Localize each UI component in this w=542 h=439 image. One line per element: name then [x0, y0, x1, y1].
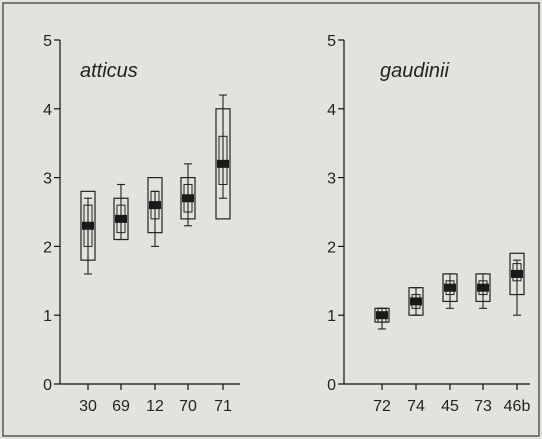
quartile-box: [509, 252, 525, 296]
x-tick-label: 45: [441, 398, 459, 415]
x-tick-label: 30: [79, 398, 97, 415]
x-tick-label: 72: [373, 398, 391, 415]
panel-title-atticus: atticus: [80, 60, 138, 82]
y-tick-label: 4: [327, 102, 336, 119]
boxes-atticus: [80, 94, 231, 275]
quartile-box: [180, 177, 196, 220]
median-marker: [115, 214, 127, 223]
x-ticks-gaudinii: 72 74 45 73 46b: [373, 384, 530, 415]
median-marker: [82, 221, 94, 230]
x-tick-label: 71: [214, 398, 232, 415]
median-marker: [149, 201, 161, 210]
median-marker: [217, 159, 229, 168]
quartile-box: [215, 108, 231, 220]
x-ticks-atticus: 30 69 12 70 71: [79, 384, 232, 415]
median-marker: [410, 297, 422, 306]
median-marker: [376, 311, 388, 320]
y-tick-label: 5: [43, 33, 52, 50]
x-tick-label: 70: [179, 398, 197, 415]
median-marker: [444, 283, 456, 292]
y-tick-label: 2: [327, 239, 336, 256]
boxes-gaudinii: [374, 252, 525, 330]
y-tick-label: 1: [327, 308, 336, 325]
median-marker: [477, 283, 489, 292]
quartile-box: [442, 273, 458, 303]
quartile-box: [475, 273, 491, 303]
median-marker: [182, 194, 194, 203]
y-tick-label: 5: [327, 33, 336, 50]
quartile-box: [408, 287, 424, 316]
median-marker: [511, 269, 523, 278]
x-tick-label: 12: [146, 398, 164, 415]
y-tick-label: 1: [43, 308, 52, 325]
y-tick-label: 0: [43, 377, 52, 394]
y-tick-label: 2: [43, 239, 52, 256]
x-tick-label: 73: [474, 398, 492, 415]
y-tick-label: 3: [43, 171, 52, 188]
y-tick-label: 4: [43, 102, 52, 119]
panel-title-gaudinii: gaudinii: [380, 60, 450, 82]
y-tick-label: 0: [327, 377, 336, 394]
quartile-box: [80, 190, 96, 261]
quartile-box: [113, 197, 129, 241]
quartile-box: [147, 177, 163, 234]
y-ticks-atticus: 0 1 2 3 4 5: [43, 33, 60, 394]
y-tick-label: 3: [327, 171, 336, 188]
y-ticks-gaudinii: 0 1 2 3 4 5: [327, 33, 344, 394]
x-tick-label: 46b: [504, 398, 531, 415]
x-tick-label: 74: [407, 398, 425, 415]
x-tick-label: 69: [112, 398, 130, 415]
